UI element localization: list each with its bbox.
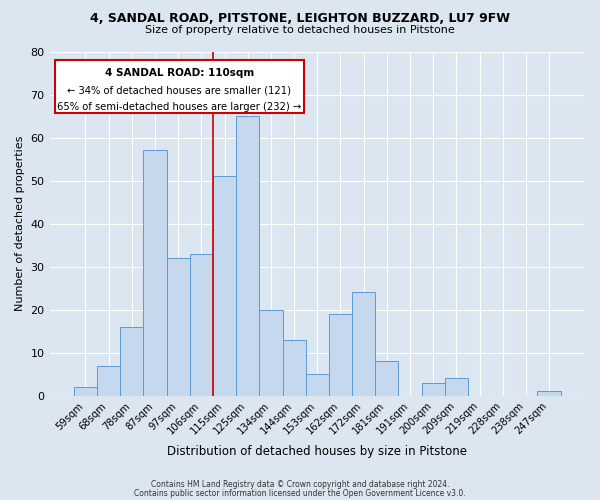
Text: ← 34% of detached houses are smaller (121): ← 34% of detached houses are smaller (12… bbox=[67, 86, 292, 96]
Text: 4 SANDAL ROAD: 110sqm: 4 SANDAL ROAD: 110sqm bbox=[105, 68, 254, 78]
Bar bbox=[538, 392, 560, 396]
Bar bbox=[422, 383, 445, 396]
Bar bbox=[167, 258, 190, 396]
Bar bbox=[375, 362, 398, 396]
Bar bbox=[445, 378, 468, 396]
Bar bbox=[97, 366, 120, 396]
Text: Contains HM Land Registry data © Crown copyright and database right 2024.: Contains HM Land Registry data © Crown c… bbox=[151, 480, 449, 489]
Bar bbox=[213, 176, 236, 396]
Bar bbox=[143, 150, 167, 396]
Bar bbox=[329, 314, 352, 396]
Bar bbox=[74, 387, 97, 396]
Text: Size of property relative to detached houses in Pitstone: Size of property relative to detached ho… bbox=[145, 25, 455, 35]
Text: 4, SANDAL ROAD, PITSTONE, LEIGHTON BUZZARD, LU7 9FW: 4, SANDAL ROAD, PITSTONE, LEIGHTON BUZZA… bbox=[90, 12, 510, 26]
Text: Contains public sector information licensed under the Open Government Licence v3: Contains public sector information licen… bbox=[134, 489, 466, 498]
Bar bbox=[236, 116, 259, 396]
Bar bbox=[352, 292, 375, 396]
FancyBboxPatch shape bbox=[55, 60, 304, 114]
Bar bbox=[259, 310, 283, 396]
Y-axis label: Number of detached properties: Number of detached properties bbox=[15, 136, 25, 312]
X-axis label: Distribution of detached houses by size in Pitstone: Distribution of detached houses by size … bbox=[167, 444, 467, 458]
Bar bbox=[120, 327, 143, 396]
Bar bbox=[190, 254, 213, 396]
Bar bbox=[283, 340, 305, 396]
Bar bbox=[305, 374, 329, 396]
Text: 65% of semi-detached houses are larger (232) →: 65% of semi-detached houses are larger (… bbox=[57, 102, 302, 112]
